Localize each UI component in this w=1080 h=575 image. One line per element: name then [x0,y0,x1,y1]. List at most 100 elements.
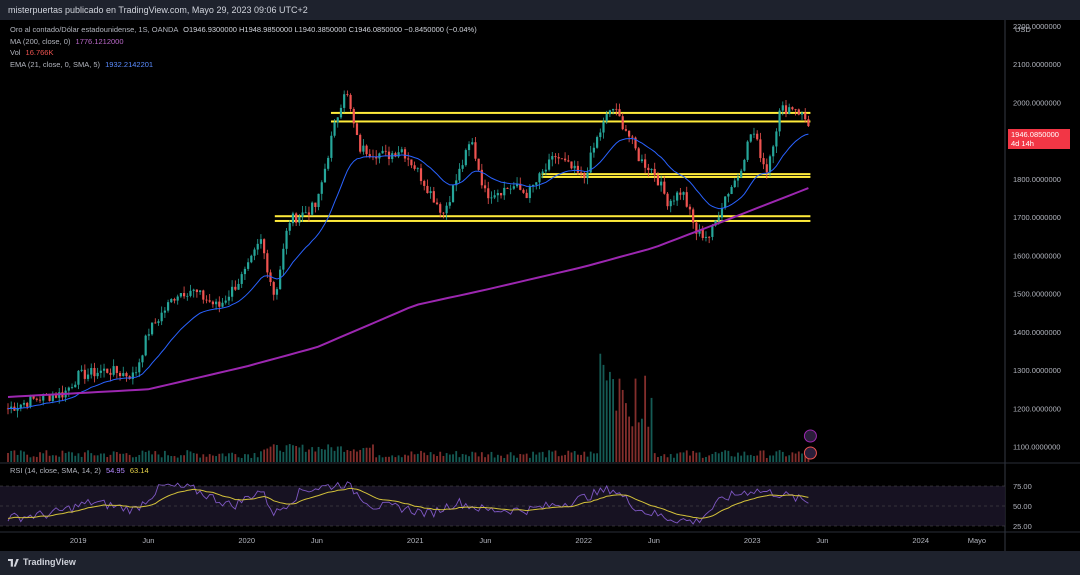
candle-body [368,154,371,157]
volume-bar [48,455,51,462]
candle-body [439,204,442,213]
volume-bar [503,457,506,462]
candle-body [685,192,688,207]
volume-bar [308,449,310,462]
level-mid-bottom [541,175,811,178]
volume-bar [212,455,214,462]
y-tick-label: 1300.0000000 [1013,366,1061,375]
x-tick-label: 2021 [407,536,424,545]
candle-body [515,183,519,187]
volume-bar [538,452,541,462]
candle-body [410,159,413,166]
volume-bar [272,444,275,462]
candle-body [535,182,538,185]
volume-bar [378,455,381,462]
volume-bar [77,453,80,462]
candle-body [624,129,628,131]
candle-body [480,169,483,186]
volume-bar [173,456,176,462]
volume-bar [711,453,714,462]
candle-body [451,185,455,203]
candle-body [118,372,122,377]
volume-bar [506,454,509,462]
legend-ema-row[interactable]: EMA (21, close, 0, SMA, 5) 1932.2142201 [10,59,477,71]
candle-body [692,209,695,223]
candle-body [19,404,22,409]
candle-body [695,222,698,234]
volume-bar [551,451,554,462]
candle-body [727,193,730,197]
candle-body [576,165,579,173]
flash-icon [803,429,817,443]
candle-body [547,159,551,170]
volume-bar [733,456,736,462]
level-mid-top [541,173,811,176]
candle-body [83,369,86,379]
legend-vol-row[interactable]: Vol 16.766K [10,47,477,59]
volume-bar [64,453,67,462]
volume-bar [67,451,70,462]
candle-body [205,299,208,301]
volume-bar [689,455,691,462]
volume-bar [429,452,432,462]
candle-body [42,394,45,401]
brand-name: TradingView [23,557,76,567]
candle-body [679,192,682,195]
volume-bar [244,454,246,462]
volume-bar [535,454,538,462]
candle-body [224,300,227,303]
volume-bar [666,457,669,462]
candle-body [317,193,320,208]
volume-bar [147,450,150,462]
candle-body [589,152,592,173]
volume-bar [781,451,784,462]
candle-body [147,334,150,336]
candle-body [375,156,378,159]
tradingview-logo[interactable]: TradingView [8,557,76,567]
candle-body [80,369,83,371]
volume-bar [448,454,451,462]
volume-bar [404,454,406,462]
rsi-value: 54.95 [105,466,125,475]
candle-body [784,105,788,114]
rsi-legend[interactable]: RSI (14, close, SMA, 14, 2) 54.95 63.14 [10,466,149,475]
candle-body [112,366,115,375]
candle-body [173,299,176,301]
candle-body [378,153,381,159]
volume-bar [343,451,346,462]
candle-body [413,165,416,169]
volume-bar [330,447,333,462]
candle-body [218,301,221,307]
volume-bar [759,450,762,462]
volume-bar [698,452,701,462]
publisher-text: misterpuertas publicado en TradingView.c… [8,5,308,15]
volume-bar [327,444,330,462]
candle-body [365,145,368,155]
candle-body [426,185,429,194]
volume-bar [628,416,631,462]
y-tick-label: 2000.0000000 [1013,98,1061,107]
volume-bar [669,454,672,462]
candle-body [282,248,285,270]
volume-bar [99,453,102,462]
volume-bar [250,457,253,462]
candle-body [423,181,426,186]
y-tick-label: 2200.0000000 [1013,22,1061,31]
candle-body [29,396,32,407]
candle-body [669,200,672,207]
volume-bar [644,375,647,462]
candle-body [711,225,714,237]
candle-body [157,321,160,323]
candle-body [288,223,291,231]
tradingview-logo-icon [8,558,19,567]
volume-bar [544,457,547,462]
candle-body [477,158,480,170]
volume-bar [685,450,688,462]
publisher-bar: misterpuertas publicado en TradingView.c… [0,0,1080,20]
volume-bar [487,454,490,462]
volume-bar [224,456,227,462]
legend-ma-row[interactable]: MA (200, close, 0) 1776.1212000 [10,36,477,48]
candle-body [807,119,810,127]
volume-bar [317,446,320,462]
